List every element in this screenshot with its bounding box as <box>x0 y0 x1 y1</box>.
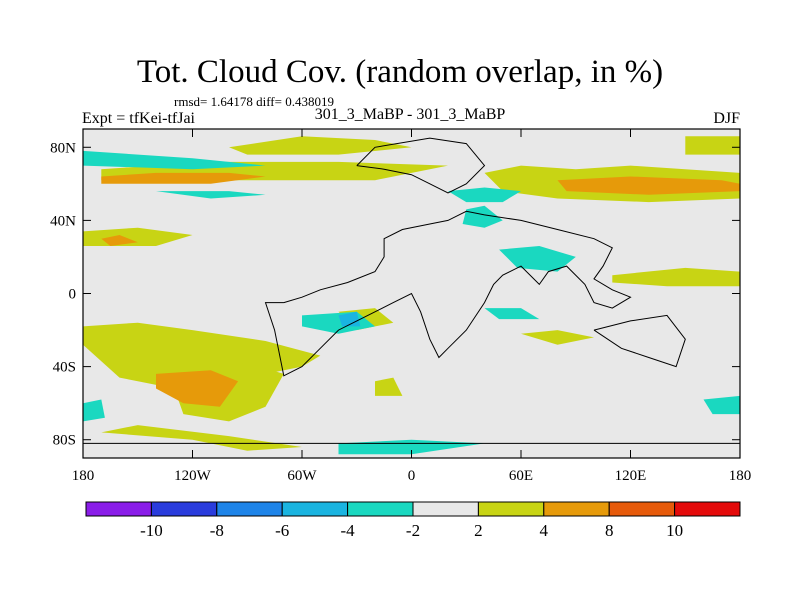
colorbar-label: 10 <box>666 521 683 540</box>
x-tick-label: 120W <box>174 468 212 484</box>
colorbar-label: 4 <box>540 521 549 540</box>
colorbar-swatch <box>477 501 545 517</box>
colorbar-label: 2 <box>474 521 483 540</box>
anomaly-region-1-3 <box>156 370 239 407</box>
coastline-1 <box>356 137 486 194</box>
colorbar-label: -10 <box>140 521 163 540</box>
colorbar-label: 8 <box>605 521 614 540</box>
x-tick-label: 120E <box>615 468 647 484</box>
anomaly-region-0-11 <box>375 377 403 396</box>
anomaly-region-0-10 <box>612 267 740 287</box>
coastline-0 <box>264 210 632 377</box>
colorbar-swatch <box>543 501 610 517</box>
stats-text: rmsd= 1.64178 diff= 0.438019 <box>174 94 334 109</box>
colorbar-swatch <box>412 501 479 517</box>
anomaly-region-2-0 <box>83 150 266 170</box>
colorbar-swatch <box>608 501 676 517</box>
anomaly-region-2-3 <box>462 205 503 228</box>
y-tick-label: 80S <box>53 433 76 449</box>
x-tick-label: 60W <box>287 468 317 484</box>
chart-title: Tot. Cloud Cov. (random overlap, in %) <box>136 54 664 90</box>
y-tick-label: 40S <box>53 360 76 376</box>
colorbar-label: -2 <box>406 521 420 540</box>
y-tick-label: 80N <box>50 140 76 156</box>
anomaly-region-2-6 <box>484 308 540 320</box>
anomaly-region-2-1 <box>156 191 266 199</box>
colorbar-swatch <box>674 501 741 517</box>
x-tick-label: 60E <box>509 468 533 484</box>
colorbar-label: -6 <box>275 521 289 540</box>
anomaly-region-2-2 <box>448 187 521 203</box>
anomaly-region-0-9 <box>521 330 594 345</box>
anomaly-region-1-1 <box>557 176 740 195</box>
anomaly-region-0-7 <box>101 425 302 451</box>
runs-label: 301_3_MaBP - 301_3_MaBP <box>314 106 506 123</box>
anomaly-region-1-2 <box>101 235 138 246</box>
anomaly-region-1-0 <box>101 172 266 184</box>
colorbar-swatch <box>281 501 349 517</box>
colorbar-swatch <box>216 501 283 517</box>
experiment-label: Expt = tfKei-tfJai <box>82 110 195 127</box>
x-tick-label: 180 <box>72 468 95 484</box>
anomaly-region-3-0 <box>338 311 361 327</box>
anomaly-region-2-7 <box>83 399 105 422</box>
colorbar-swatch <box>85 501 152 517</box>
coastline-2 <box>593 314 686 368</box>
season-label: DJF <box>713 110 740 127</box>
colorbar-swatch <box>347 501 414 517</box>
anomaly-region-2-4 <box>499 246 576 272</box>
anomaly-region-0-0 <box>229 136 412 155</box>
y-tick-label: 40N <box>50 213 76 229</box>
anomaly-region-0-3 <box>685 136 740 155</box>
colorbar-label: -4 <box>341 521 356 540</box>
colorbar-swatch <box>150 501 218 517</box>
x-tick-label: 180 <box>729 468 752 484</box>
colorbar-label: -8 <box>210 521 224 540</box>
y-tick-label: 0 <box>69 287 77 303</box>
x-tick-label: 0 <box>408 468 416 484</box>
anomaly-region-2-9 <box>703 395 740 415</box>
